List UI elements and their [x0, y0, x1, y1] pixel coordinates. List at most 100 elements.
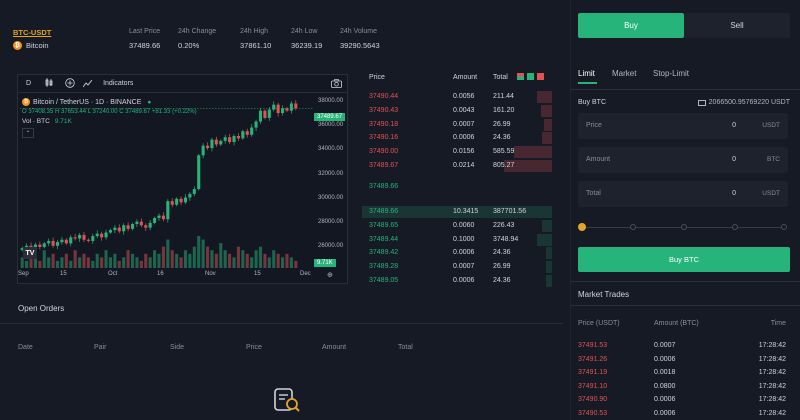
ob-price: 37490.44 [369, 93, 399, 100]
field-value[interactable]: 0 [732, 122, 736, 129]
price-field[interactable]: Price 0 USDT [578, 113, 788, 139]
ob-total: 26.99 [493, 263, 511, 271]
interval-button[interactable]: D [26, 80, 32, 87]
mt-amount: 0.0800 [654, 382, 676, 390]
both-sides-icon[interactable] [517, 73, 524, 80]
market-trades-title: Market Trades [578, 290, 630, 299]
tab-limit[interactable]: Limit [578, 69, 595, 78]
mt-time: 17:28:42 [758, 355, 786, 363]
candle-body [201, 145, 205, 156]
indicators-button[interactable]: Indicators [83, 79, 134, 88]
ob-bid-row[interactable]: 37489.28 0.0007 26.99 [362, 261, 552, 274]
candle-type-icon[interactable] [45, 78, 53, 89]
pair-link[interactable]: BTC-USDT [13, 28, 52, 37]
add-indicator-icon[interactable] [65, 77, 75, 90]
chart-settings-icon[interactable]: ⊕ [327, 272, 333, 279]
price-chart[interactable]: D Indicators ₿ Bitcoin / TetherUS · 1D ·… [17, 74, 348, 284]
ob-ask-row[interactable]: 37490.18 0.0007 26.99 [362, 118, 552, 131]
slider-step[interactable] [630, 224, 636, 230]
volume-bar [82, 253, 86, 268]
ob-ask-row[interactable]: 37489.67 0.0214 805.27 [362, 160, 552, 172]
slider-step[interactable] [732, 224, 738, 230]
ob-mid-price: 37489.66 [369, 183, 399, 190]
volume-bar [86, 257, 90, 268]
y-tick-label: 28000.00 [318, 218, 344, 225]
candle-body [289, 103, 293, 111]
ob-ask-row[interactable]: 37490.44 0.0056 211.44 [362, 91, 552, 103]
sell-tab-button[interactable]: Sell [684, 13, 790, 38]
field-value[interactable]: 0 [732, 156, 736, 163]
depth-bar [544, 118, 552, 131]
candle-body [153, 218, 157, 223]
x-tick-label: 16 [157, 271, 164, 277]
ob-amount: 10.3415 [453, 208, 479, 215]
camera-icon[interactable] [331, 79, 342, 90]
candle-body [228, 137, 232, 143]
total-field[interactable]: Total 0 USDT [578, 181, 788, 207]
mt-amount: 0.0007 [654, 342, 676, 349]
mt-time: 17:28:42 [758, 369, 786, 377]
candle-body [108, 230, 113, 233]
ob-bid-row[interactable]: 37489.42 0.0006 24.36 [362, 247, 552, 260]
market-header: BTC-USDT ₿ Bitcoin Last Price 37489.66 2… [0, 0, 562, 62]
ob-price: 37490.16 [369, 134, 399, 142]
candle-body [205, 145, 210, 149]
tab-market[interactable]: Market [612, 69, 637, 78]
stat-value: 37489.66 [129, 41, 161, 50]
oo-col-side: Side [170, 344, 185, 351]
slider-step[interactable] [681, 224, 687, 230]
field-label: Amount [586, 156, 611, 163]
ob-total: 226.43 [493, 221, 515, 229]
volume-bar [236, 246, 240, 268]
ob-total: 24.36 [493, 277, 511, 284]
ob-ask-row[interactable]: 37490.00 0.0156 585.59 [362, 146, 552, 159]
ob-total: 211.44 [493, 93, 514, 100]
tradingview-logo: TV [23, 247, 37, 259]
volume-bar [51, 253, 55, 268]
volume-bar [214, 253, 218, 268]
candle-body [285, 108, 289, 111]
ob-bid-row[interactable]: 37489.65 0.0060 226.43 [362, 219, 552, 232]
candle-body [272, 104, 276, 110]
buy-tab-button[interactable]: Buy [578, 13, 684, 38]
slider-step[interactable] [781, 224, 787, 230]
percent-slider[interactable] [578, 223, 788, 233]
indicators-label: Indicators [103, 80, 134, 87]
mt-time: 17:28:42 [758, 410, 786, 417]
ob-bid-row[interactable]: 37489.44 0.1000 3748.94 [362, 233, 552, 246]
stat-value: 36239.19 [291, 41, 323, 50]
collapse-legend-icon[interactable]: ⌃ [22, 128, 34, 138]
tab-stop-limit[interactable]: Stop-Limit [653, 69, 690, 78]
bids-only-icon[interactable] [527, 73, 534, 80]
candle-body [245, 131, 249, 135]
volume-bar [245, 253, 249, 268]
field-value[interactable]: 0 [732, 190, 736, 197]
ob-bid-row[interactable]: 37489.66 10.3415 387701.56 [362, 206, 552, 218]
volume-bar [144, 253, 148, 268]
volume-bar [183, 250, 188, 268]
candle-body [82, 234, 86, 240]
field-unit: USDT [762, 122, 780, 129]
y-tick-label: 32000.00 [318, 170, 344, 177]
candle-body [73, 237, 77, 239]
amount-field[interactable]: Amount 0 BTC [578, 147, 788, 173]
asks-only-icon[interactable] [537, 73, 544, 80]
volume-bar [42, 250, 46, 268]
candle-body [69, 237, 73, 244]
ob-ask-row[interactable]: 37490.16 0.0006 24.36 [362, 132, 552, 145]
ob-bid-row[interactable]: 37489.05 0.0006 24.36 [362, 275, 552, 287]
ob-amount: 0.0006 [453, 249, 475, 257]
ob-view-toggle[interactable] [517, 73, 544, 80]
buy-btc-button[interactable]: Buy BTC [578, 247, 790, 272]
mt-price: 37490.53 [578, 410, 608, 417]
volume-bar [263, 253, 267, 268]
divider [571, 305, 800, 306]
volume-bar [267, 257, 271, 268]
stat-label: 24h Change [178, 28, 217, 35]
volume-bar [175, 253, 179, 268]
candle-body [197, 155, 201, 190]
ob-ask-row[interactable]: 37490.43 0.0043 161.20 [362, 104, 552, 117]
candle-body [148, 222, 152, 228]
slider-handle[interactable] [578, 223, 586, 231]
candle-body [219, 140, 223, 145]
